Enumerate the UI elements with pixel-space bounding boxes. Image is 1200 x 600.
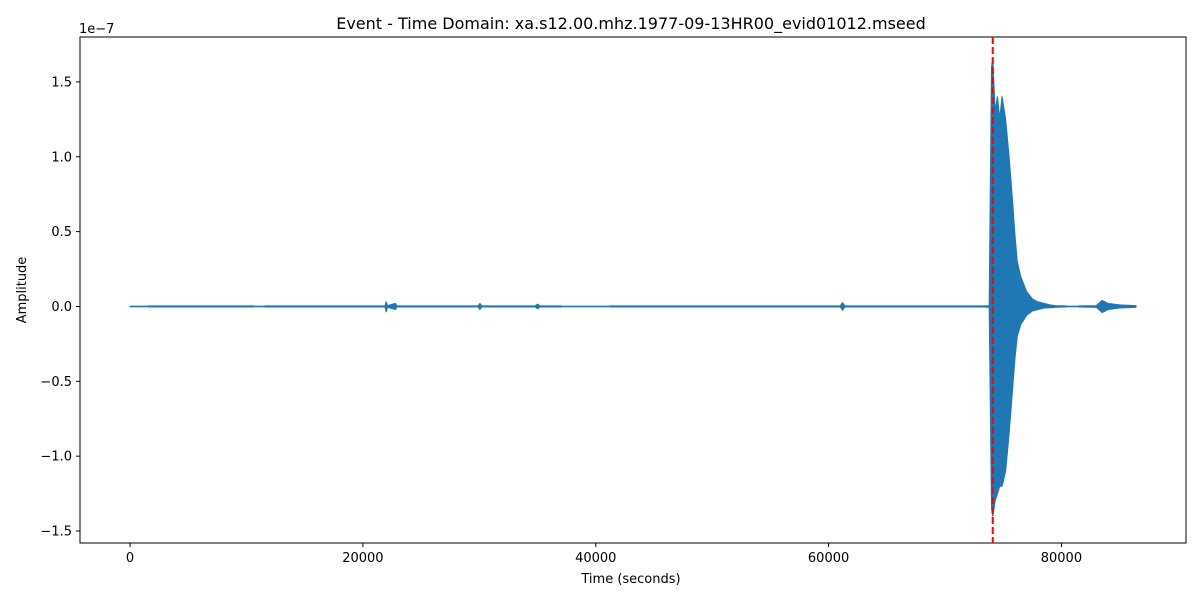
- series-0-waveform: [129, 58, 1137, 517]
- y-tick-label: 1.5: [51, 75, 72, 90]
- x-tick-label: 80000: [1041, 551, 1082, 566]
- y-tick-label: 1.0: [51, 150, 72, 165]
- x-tick-label: 40000: [575, 551, 616, 566]
- y-tick-label: −0.5: [40, 375, 72, 390]
- plot-area: 0 20000 40000 60000 80000 −1.5 −1.0 −0.5 0.0 0.5…: [40, 36, 1187, 566]
- y-tick-label: 0.5: [51, 225, 72, 240]
- y-axis-label: Amplitude: [15, 257, 30, 324]
- x-axis: 0 20000 40000 60000 80000: [126, 543, 1082, 566]
- y-offset-text: 1e−7: [79, 22, 114, 37]
- y-axis: −1.5 −1.0 −0.5 0.0 0.5 1.0 1.5: [40, 75, 80, 540]
- x-tick-label: 60000: [808, 551, 849, 566]
- y-tick-label: −1.5: [40, 525, 72, 540]
- chart-title: Event - Time Domain: xa.s12.00.mhz.1977-…: [336, 14, 926, 34]
- axes-frame: [79, 36, 1187, 544]
- y-tick-label: 0.0: [51, 300, 72, 315]
- x-axis-label: Time (seconds): [580, 572, 680, 587]
- x-tick-label: 0: [126, 551, 134, 566]
- x-tick-label: 20000: [342, 551, 383, 566]
- y-tick-label: −1.0: [40, 450, 72, 465]
- series-layer: [129, 58, 1137, 517]
